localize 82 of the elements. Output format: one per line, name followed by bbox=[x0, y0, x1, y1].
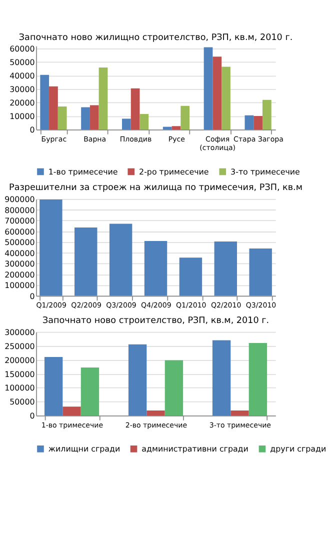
y-tick-label: 100000 bbox=[4, 281, 35, 290]
bar bbox=[180, 106, 190, 130]
bar bbox=[62, 406, 81, 416]
bar bbox=[80, 368, 100, 416]
bar bbox=[90, 105, 99, 130]
x-tick-label: 2-во тримесечие bbox=[125, 420, 188, 430]
bar bbox=[40, 74, 50, 130]
bar bbox=[49, 86, 58, 130]
y-tick-label: 600000 bbox=[4, 227, 35, 236]
y-tick-label: 800000 bbox=[4, 206, 35, 215]
y-tick-label: 10000 bbox=[10, 112, 35, 122]
x-tick-label: Q3/2009 bbox=[106, 300, 136, 310]
bar bbox=[144, 240, 168, 296]
y-tick-label: 30000 bbox=[10, 85, 35, 94]
bar bbox=[130, 88, 140, 130]
bar bbox=[212, 56, 222, 130]
bar bbox=[146, 410, 165, 416]
x-tick-label: Q4/2009 bbox=[141, 300, 172, 310]
bar bbox=[140, 114, 149, 130]
y-tick-label: 100000 bbox=[4, 384, 35, 393]
bar bbox=[172, 126, 181, 130]
y-tick-label: 500000 bbox=[4, 238, 35, 248]
y-tick-label: 40000 bbox=[10, 72, 35, 81]
bar bbox=[262, 100, 272, 130]
bar bbox=[58, 106, 67, 130]
x-tick-label: 3-то тримесечие bbox=[209, 420, 272, 430]
bar bbox=[98, 67, 108, 130]
bar bbox=[249, 248, 272, 296]
y-tick-label: 0 bbox=[30, 292, 35, 301]
bar bbox=[212, 340, 231, 416]
x-tick-label: Бургас bbox=[41, 134, 67, 144]
bar bbox=[128, 344, 147, 416]
y-tick-label: 60000 bbox=[10, 44, 35, 54]
y-tick-label: 0 bbox=[30, 412, 35, 421]
bar bbox=[109, 224, 132, 296]
x-tick-label: Варна bbox=[84, 134, 106, 144]
y-tick-label: 0 bbox=[30, 126, 35, 135]
x-tick-label: Q2/2009 bbox=[71, 300, 102, 310]
x-tick-label: Q2/2010 bbox=[210, 300, 242, 310]
bar bbox=[214, 241, 238, 296]
y-tick-label: 50000 bbox=[10, 58, 35, 68]
bar bbox=[162, 126, 172, 130]
bar bbox=[74, 228, 98, 296]
bar bbox=[44, 356, 63, 416]
y-tick-label: 150000 bbox=[4, 370, 35, 379]
x-tick-label: Стара Загора bbox=[234, 134, 284, 144]
y-tick-label: 200000 bbox=[4, 356, 35, 365]
y-tick-label: 700000 bbox=[4, 216, 35, 226]
x-tick-label: Q1/2009 bbox=[36, 300, 67, 310]
bar bbox=[244, 115, 254, 130]
bar bbox=[40, 200, 62, 296]
y-tick-label: 300000 bbox=[4, 260, 35, 269]
legend-label: административни сгради bbox=[142, 444, 248, 454]
y-tick-label: 400000 bbox=[4, 248, 35, 258]
bar bbox=[81, 107, 90, 130]
bar bbox=[204, 47, 213, 130]
bar bbox=[222, 66, 230, 130]
x-tick-label: Q3/2010 bbox=[246, 300, 276, 310]
legend-label: други сгради bbox=[270, 444, 326, 454]
bar bbox=[254, 116, 262, 130]
chart-title: Започнато ново жилищно строителство, РЗП, кв.м, 2010 г. bbox=[18, 32, 293, 43]
x-tick-label: Русе bbox=[168, 134, 185, 144]
bar bbox=[122, 118, 131, 130]
y-tick-label: 50000 bbox=[10, 398, 35, 407]
y-tick-label: 250000 bbox=[4, 342, 35, 351]
legend-label: 1-во тримесечие bbox=[48, 167, 118, 176]
legend-label: 3-то тримесечие bbox=[230, 167, 300, 176]
bar bbox=[179, 258, 202, 296]
x-tick-label: Пловдив bbox=[120, 134, 152, 144]
bar bbox=[164, 360, 184, 416]
legend-label: жилищни сгради bbox=[48, 444, 120, 454]
x-tick-label: 1-во тримесечие bbox=[41, 420, 104, 430]
y-tick-label: 200000 bbox=[4, 270, 35, 280]
bar bbox=[248, 343, 268, 416]
y-tick-label: 300000 bbox=[4, 328, 35, 337]
legend-label: 2-ро тримесечие bbox=[139, 167, 209, 176]
chart-title: Започнато ново строителство, РЗП, кв.м, 2010 г. bbox=[42, 316, 270, 326]
bar bbox=[230, 410, 249, 416]
chart-title: Разрешителни за строеж на жилища по тримесечия, РЗП, кв.м bbox=[9, 183, 302, 194]
x-tick-label: Q1/2010 bbox=[176, 300, 206, 310]
y-tick-label: 900000 bbox=[4, 195, 35, 204]
y-tick-label: 20000 bbox=[10, 98, 35, 108]
